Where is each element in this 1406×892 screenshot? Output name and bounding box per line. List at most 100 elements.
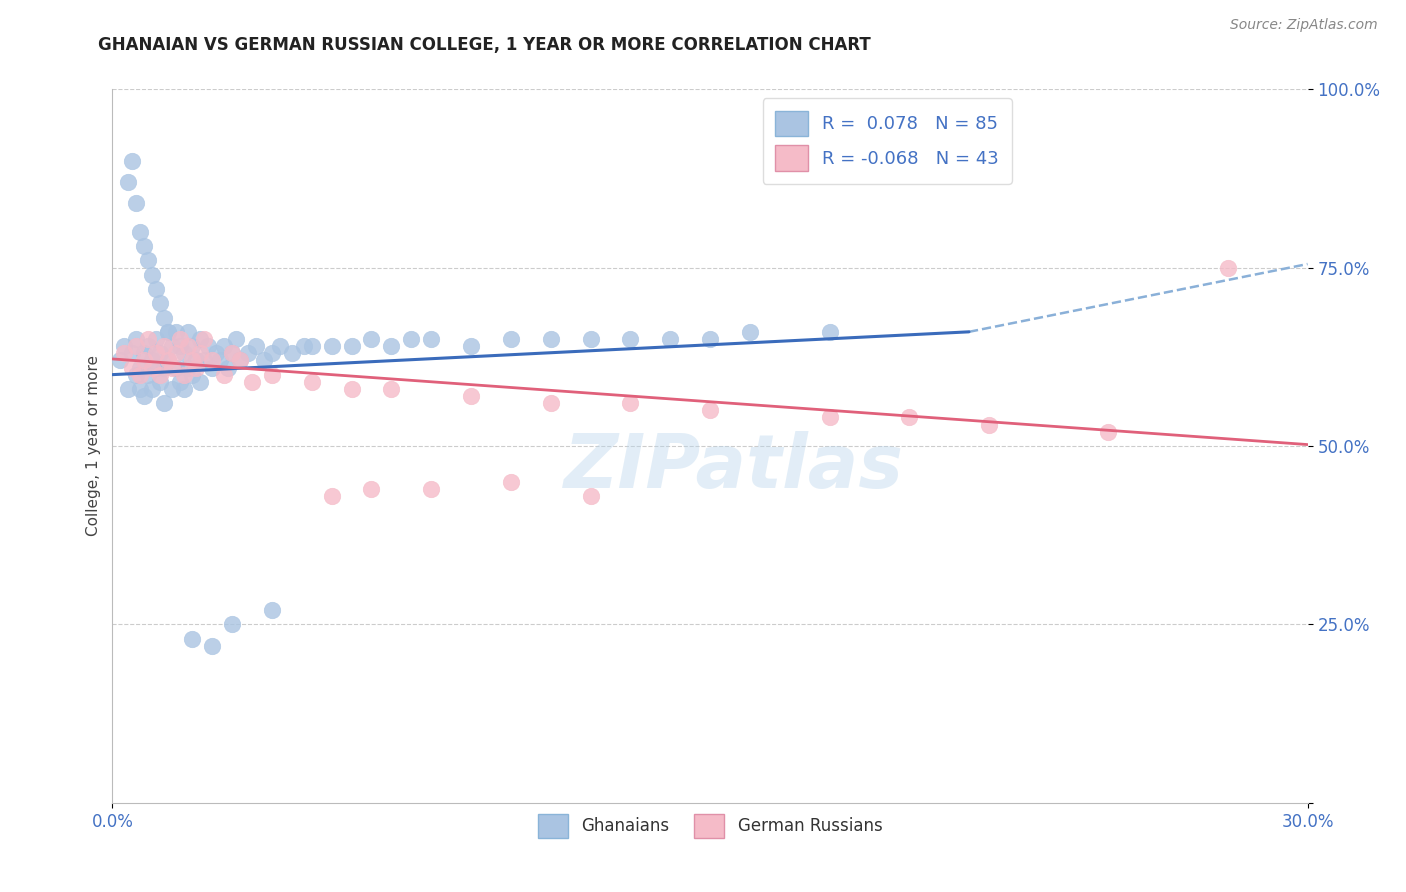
Point bbox=[173, 368, 195, 382]
Point bbox=[149, 368, 172, 382]
Point bbox=[165, 360, 187, 375]
Point bbox=[129, 360, 152, 375]
Point bbox=[221, 346, 243, 360]
Point bbox=[217, 360, 239, 375]
Point bbox=[157, 353, 180, 368]
Point bbox=[540, 332, 562, 346]
Point bbox=[269, 339, 291, 353]
Point bbox=[165, 325, 187, 339]
Point bbox=[157, 325, 180, 339]
Point bbox=[818, 325, 841, 339]
Point bbox=[138, 339, 160, 353]
Text: GHANAIAN VS GERMAN RUSSIAN COLLEGE, 1 YEAR OR MORE CORRELATION CHART: GHANAIAN VS GERMAN RUSSIAN COLLEGE, 1 YE… bbox=[98, 36, 872, 54]
Point bbox=[201, 360, 224, 375]
Point bbox=[114, 339, 135, 353]
Point bbox=[145, 332, 167, 346]
Point bbox=[169, 332, 191, 346]
Point bbox=[149, 375, 172, 389]
Point bbox=[301, 339, 323, 353]
Legend: Ghanaians, German Russians: Ghanaians, German Russians bbox=[531, 807, 889, 845]
Point bbox=[229, 353, 252, 368]
Point bbox=[141, 353, 163, 368]
Point bbox=[540, 396, 562, 410]
Point bbox=[579, 489, 602, 503]
Point bbox=[401, 332, 423, 346]
Point bbox=[209, 353, 232, 368]
Point bbox=[260, 346, 283, 360]
Point bbox=[340, 382, 363, 396]
Point bbox=[460, 339, 482, 353]
Point bbox=[205, 346, 228, 360]
Point bbox=[145, 346, 167, 360]
Point bbox=[129, 382, 152, 396]
Point bbox=[292, 339, 315, 353]
Point bbox=[499, 332, 522, 346]
Point bbox=[138, 332, 160, 346]
Point bbox=[117, 382, 139, 396]
Point bbox=[420, 332, 443, 346]
Point bbox=[898, 410, 921, 425]
Point bbox=[188, 346, 211, 360]
Point bbox=[340, 339, 363, 353]
Point bbox=[145, 282, 167, 296]
Point bbox=[977, 417, 1000, 432]
Point bbox=[818, 410, 841, 425]
Point bbox=[245, 339, 267, 353]
Point bbox=[221, 346, 243, 360]
Point bbox=[380, 339, 402, 353]
Point bbox=[619, 332, 641, 346]
Point bbox=[145, 360, 167, 375]
Y-axis label: College, 1 year or more: College, 1 year or more bbox=[86, 356, 101, 536]
Point bbox=[260, 603, 283, 617]
Point bbox=[134, 389, 156, 403]
Point bbox=[499, 475, 522, 489]
Point bbox=[141, 268, 163, 282]
Point bbox=[253, 353, 276, 368]
Point bbox=[169, 375, 191, 389]
Point bbox=[321, 339, 343, 353]
Point bbox=[138, 253, 160, 268]
Point bbox=[186, 360, 208, 375]
Point bbox=[153, 310, 176, 325]
Point bbox=[173, 382, 195, 396]
Point bbox=[240, 375, 263, 389]
Point bbox=[229, 353, 252, 368]
Point bbox=[121, 360, 143, 375]
Point bbox=[157, 353, 180, 368]
Point bbox=[281, 346, 304, 360]
Point bbox=[162, 382, 183, 396]
Point bbox=[197, 339, 219, 353]
Point bbox=[110, 353, 132, 368]
Point bbox=[212, 339, 235, 353]
Point bbox=[221, 617, 243, 632]
Point bbox=[121, 346, 143, 360]
Point bbox=[149, 346, 172, 360]
Point bbox=[173, 346, 195, 360]
Point bbox=[193, 332, 215, 346]
Point bbox=[260, 368, 283, 382]
Point bbox=[134, 239, 156, 253]
Point bbox=[129, 225, 152, 239]
Point bbox=[129, 368, 152, 382]
Point bbox=[301, 375, 323, 389]
Point bbox=[177, 339, 200, 353]
Point bbox=[153, 339, 176, 353]
Point bbox=[193, 353, 215, 368]
Point bbox=[157, 325, 180, 339]
Point bbox=[619, 396, 641, 410]
Point bbox=[181, 632, 204, 646]
Point bbox=[420, 482, 443, 496]
Point bbox=[188, 332, 211, 346]
Point bbox=[114, 346, 135, 360]
Point bbox=[188, 375, 211, 389]
Text: Source: ZipAtlas.com: Source: ZipAtlas.com bbox=[1230, 18, 1378, 32]
Point bbox=[659, 332, 682, 346]
Point bbox=[201, 353, 224, 368]
Point bbox=[125, 332, 148, 346]
Point bbox=[186, 353, 208, 368]
Point bbox=[321, 489, 343, 503]
Point bbox=[738, 325, 761, 339]
Point bbox=[177, 360, 200, 375]
Point bbox=[121, 153, 143, 168]
Point bbox=[125, 339, 148, 353]
